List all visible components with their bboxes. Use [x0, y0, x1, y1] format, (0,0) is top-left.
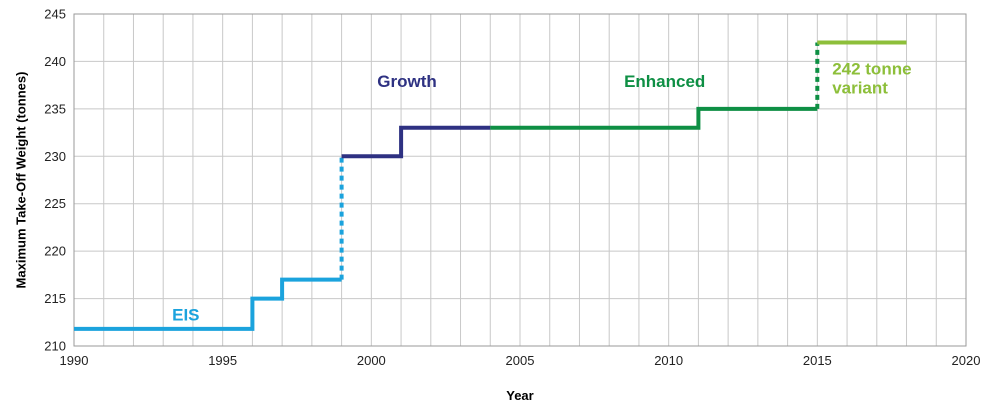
- y-tick-label: 215: [44, 291, 66, 306]
- series-line-growth: [341, 125, 491, 159]
- annotation-line: Growth: [377, 72, 437, 91]
- x-tick-label: 1995: [208, 353, 237, 368]
- y-tick-label: 235: [44, 101, 66, 116]
- annotation-line: EIS: [172, 305, 199, 324]
- annotations: EIS Growth Enhanced 242 tonne variant: [172, 60, 911, 325]
- x-tick-label: 1990: [60, 353, 89, 368]
- series-line-enhanced: [490, 106, 818, 130]
- y-axis-title: Maximum Take-Off Weight (tonnes): [13, 72, 28, 289]
- x-axis-title: Year: [506, 388, 533, 403]
- x-tick-label: 2005: [506, 353, 535, 368]
- annotation-label-242-tonne: 242 tonne variant: [832, 60, 911, 98]
- series-layer: [74, 40, 907, 331]
- annotation-line: variant: [832, 79, 888, 98]
- y-tick-label: 220: [44, 244, 66, 259]
- annotation-line: 242 tonne: [832, 60, 911, 79]
- y-tick-label: 230: [44, 149, 66, 164]
- annotation-label-growth: Growth: [377, 72, 437, 91]
- x-tick-label: 2020: [952, 353, 981, 368]
- annotation-line: Enhanced: [624, 72, 705, 91]
- y-tick-label: 225: [44, 196, 66, 211]
- y-tick-label: 210: [44, 339, 66, 354]
- x-tick-label: 2015: [803, 353, 832, 368]
- x-tick-label: 2010: [654, 353, 683, 368]
- x-tick-label: 2000: [357, 353, 386, 368]
- annotation-label-eis: EIS: [172, 305, 199, 324]
- tick-labels: 1990 1995 2000 2005 2010 2015 2020 210 215 220 225…: [44, 7, 980, 369]
- series-line-eis: [74, 277, 342, 331]
- y-tick-label: 245: [44, 7, 66, 22]
- y-tick-label: 240: [44, 54, 66, 69]
- plot-border: [73, 13, 967, 347]
- annotation-label-enhanced: Enhanced: [624, 72, 705, 91]
